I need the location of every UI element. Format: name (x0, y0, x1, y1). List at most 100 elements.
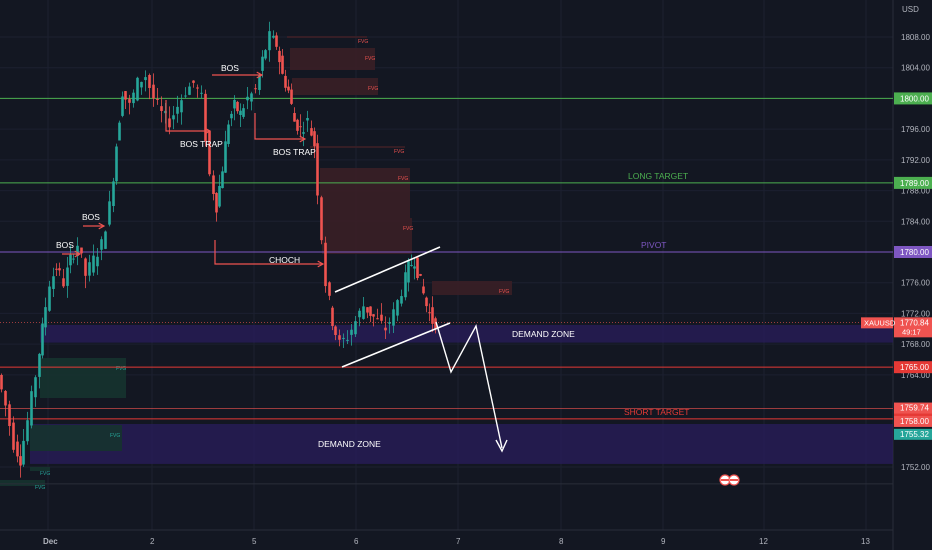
fvg-label: FVG (358, 39, 368, 45)
candle-body (302, 132, 305, 134)
candle-body (407, 261, 410, 283)
fvg-label: FVG (40, 471, 50, 477)
candle-body (388, 322, 391, 324)
candle-body (250, 93, 253, 102)
candle-body (350, 329, 353, 335)
candle-body (41, 323, 44, 356)
fvg-box (290, 48, 375, 70)
candle-body (144, 77, 147, 81)
candle-body (342, 337, 345, 339)
candle-body (246, 96, 249, 101)
time-tick-label: 7 (456, 537, 461, 546)
bos-trap-arrow-2-head (299, 135, 307, 143)
candle-body (215, 192, 218, 213)
candle-body (19, 456, 22, 466)
candle-body (104, 231, 107, 249)
fvg-box (287, 36, 367, 38)
candle-body (80, 247, 83, 254)
candle-body (48, 286, 51, 311)
candle-body (152, 84, 155, 99)
time-tick-label: 5 (252, 537, 257, 546)
fvg-label: FVG (499, 289, 509, 295)
candle-body (419, 274, 422, 276)
choch-arrow-head (317, 260, 325, 268)
level-short-target-label: SHORT TARGET (624, 407, 690, 417)
candle-body (148, 75, 151, 88)
candle-body (425, 297, 428, 307)
candle-body (224, 141, 227, 173)
candle-body (239, 110, 242, 116)
fvg-box (292, 78, 378, 95)
candle-body (264, 50, 267, 59)
demand-zone-label: DEMAND ZONE (318, 439, 381, 449)
choch-arrow (214, 240, 323, 265)
candle-body (310, 128, 313, 136)
bos-trap-label-1: BOS TRAP (180, 139, 223, 149)
fvg-box (322, 218, 412, 254)
candle-body (69, 254, 72, 266)
candle-body (410, 264, 413, 266)
candle-body (372, 314, 375, 317)
price-tick-label: 1804.00 (901, 64, 930, 73)
bos-arrow-2-head (98, 222, 106, 230)
candle-body (108, 201, 111, 225)
wedge-lower-line (341, 322, 451, 368)
fvg-label: FVG (35, 485, 45, 491)
projection-path (435, 321, 503, 449)
fvg-label: FVG (368, 86, 378, 92)
bos-trap-arrow-2 (254, 113, 305, 140)
currency-label: USD (902, 5, 919, 14)
candle-body (204, 93, 207, 142)
level-1765-badge-text: 1765.00 (900, 363, 929, 372)
fvg-box (310, 146, 405, 148)
candle-body (290, 89, 293, 104)
candle-body (369, 306, 372, 316)
candle-body (140, 81, 143, 88)
level-1800-badge (894, 92, 932, 105)
price-tick-label: 1764.00 (901, 371, 930, 380)
demand-zone (30, 424, 893, 464)
event-icons (719, 474, 740, 486)
candle-body (287, 86, 290, 91)
annotations: BOS BOS BOS BOS TRAP BOS TRAP CHOCH (56, 63, 325, 268)
candle-body (115, 146, 118, 182)
event-icon (721, 479, 729, 481)
price-axis: USD1808.001804.001796.001792.001788.0017… (861, 5, 932, 472)
price-tick-label: 1784.00 (901, 217, 930, 226)
candle-body (26, 420, 29, 442)
fvg-box (30, 467, 50, 471)
candle-body (124, 91, 127, 100)
candle-body (16, 441, 19, 457)
candle-body (72, 258, 75, 260)
candle-body (52, 276, 55, 289)
candle-body (218, 185, 221, 207)
symbol-tag (861, 317, 893, 329)
candle-body (4, 390, 7, 406)
fvg-label: FVG (116, 366, 126, 372)
time-tick-label: 12 (759, 537, 768, 546)
candle-body (0, 374, 3, 390)
candles (0, 21, 437, 478)
candle-body (334, 326, 337, 336)
candle-body (196, 87, 199, 89)
wedge-projection (334, 246, 508, 453)
fvg-boxes: FVG FVG FVG FVG FVG FVG FVG FVG FVG FVG FVG (0, 36, 512, 491)
price-tick-label: 1752.00 (901, 463, 930, 472)
candle-body (299, 126, 302, 128)
candle-body (380, 314, 383, 321)
fvg-label: FVG (365, 56, 375, 62)
candle-body (281, 55, 284, 74)
fvg-box (40, 358, 126, 398)
fvg-label: FVG (394, 149, 404, 155)
countdown-text: 49:17 (902, 327, 921, 336)
level-pivot-badge-text: 1780.00 (900, 248, 929, 257)
wedge-upper-line (334, 246, 441, 293)
candle-body (404, 272, 407, 298)
level-long-target-badge (894, 176, 932, 189)
candle-body (400, 296, 403, 304)
candle-body (156, 99, 159, 101)
candle-body (180, 100, 183, 113)
candle-body (254, 88, 257, 90)
candle-body (284, 75, 287, 88)
